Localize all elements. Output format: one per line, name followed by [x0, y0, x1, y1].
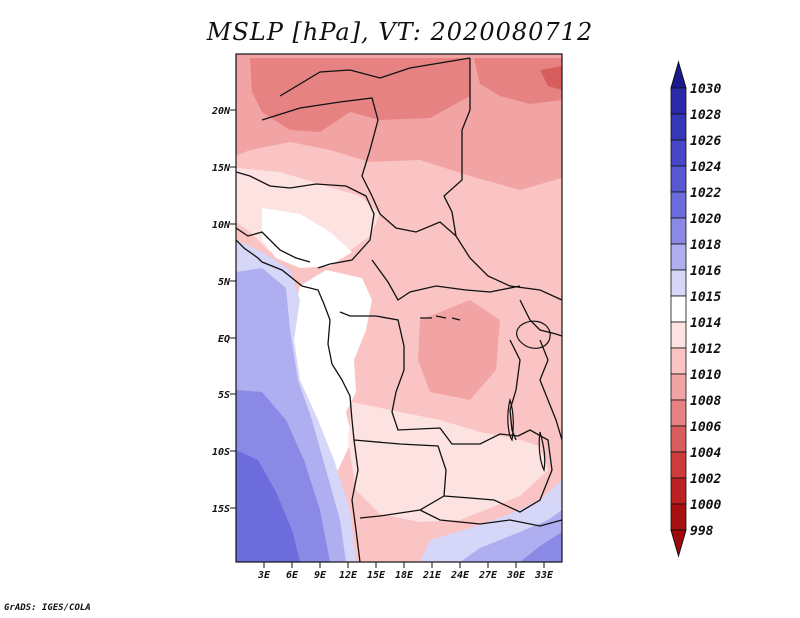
lon-label: 27E [478, 570, 498, 581]
lon-label: 18E [395, 570, 414, 581]
coastline-gulf [236, 239, 263, 263]
colorbar-label: 1030 [690, 82, 721, 97]
lake-tanganyika [507, 397, 514, 442]
border-zambia-zimbabwe [443, 429, 553, 513]
colorbar-segment [670, 321, 687, 349]
lon-axis: 3E 6E 9E 12E 15E 18E 21E 24E 27E 30E 33E [257, 562, 554, 581]
colorbar-segment [670, 139, 687, 167]
colorbar: 1030 1028 1026 1024 1022 1020 1018 1016 1015 1014… [670, 60, 721, 558]
field-1020-ocean [236, 450, 300, 562]
colorbar-label: 1015 [690, 290, 721, 305]
colorbar-label: 1004 [690, 446, 721, 461]
colorbar-segment [670, 165, 687, 193]
field-1006-northeast [474, 58, 562, 104]
lon-label: 21E [422, 570, 442, 581]
lat-label: 10N [212, 220, 231, 231]
lat-label: 20N [211, 106, 231, 117]
colorbar-bottom-arrow [670, 529, 687, 558]
colorbar-label: 1018 [690, 238, 721, 253]
river-congo [420, 315, 461, 321]
lon-label: 3E [257, 570, 271, 581]
grads-credit: GrADS: IGES/COLA [4, 603, 91, 613]
field-1004-northeast [540, 66, 562, 90]
border-angola [353, 439, 447, 519]
border-southern [419, 509, 562, 527]
lon-label: 6E [286, 570, 299, 581]
colorbar-label: 1000 [690, 498, 721, 513]
colorbar-label: 1012 [690, 342, 721, 357]
colorbar-segment [670, 243, 687, 271]
lon-label: 24E [450, 570, 470, 581]
field-1014-gulf-coast [262, 208, 352, 268]
map-frame [235, 53, 563, 563]
colorbar-segment [670, 269, 687, 297]
border-congo-drc [339, 311, 519, 445]
colorbar-segment [670, 113, 687, 141]
coastline-atlantic [261, 261, 361, 562]
lake-victoria [516, 320, 551, 349]
map-title: MSLP [hPa], VT: 2020080712 [206, 18, 594, 46]
border-west-africa [236, 171, 375, 269]
colorbar-label: 1022 [690, 186, 721, 201]
country-borders [236, 57, 562, 562]
colorbar-label: 1010 [690, 368, 721, 383]
lon-label: 12E [339, 570, 358, 581]
colorbar-label: 1020 [690, 212, 721, 227]
colorbar-top-arrow [670, 60, 687, 89]
colorbar-segment [670, 503, 687, 531]
lat-label: EQ [218, 334, 230, 345]
border-car-drc [371, 259, 521, 301]
lat-axis: 20N 15N 10N 5N EQ 5S 10S 15S [211, 106, 236, 515]
colorbar-label: 1026 [690, 134, 721, 149]
border-chad-car [371, 195, 457, 237]
colorbar-label: 1006 [690, 420, 721, 435]
field-1008-congo [418, 300, 500, 400]
lon-label: 15E [367, 570, 386, 581]
lon-label: 30E [506, 570, 526, 581]
colorbar-segment [670, 425, 687, 453]
border-niger-chad [261, 97, 379, 197]
lon-label: 9E [314, 570, 327, 581]
border-east-africa [519, 299, 562, 337]
colorbar-segment [670, 451, 687, 479]
border-tanzania [539, 339, 562, 441]
colorbar-segment [670, 477, 687, 505]
border-algeria-niger [279, 57, 471, 97]
colorbar-segment [670, 217, 687, 245]
pressure-field [236, 54, 562, 562]
colorbar-segment [670, 399, 687, 427]
lat-label: 15N [212, 163, 231, 174]
lat-label: 5N [218, 277, 231, 288]
lat-label: 5S [218, 390, 230, 401]
colorbar-label: 1002 [690, 472, 721, 487]
colorbar-label: 1028 [690, 108, 721, 123]
border-nigeria-coast [236, 227, 311, 263]
colorbar-segment [670, 295, 687, 323]
lakes [420, 315, 551, 472]
lake-malawi [538, 431, 546, 472]
field-1018-southeast [520, 532, 562, 562]
colorbar-label: 1016 [690, 264, 721, 279]
colorbar-label: 1024 [690, 160, 721, 175]
colorbar-label: 998 [690, 524, 714, 539]
colorbar-segment [670, 87, 687, 115]
colorbar-label: 1014 [690, 316, 721, 331]
lat-label: 15S [212, 504, 230, 515]
field-1006-sahara [250, 58, 470, 132]
colorbar-segment [670, 373, 687, 401]
field-1008-sudan [490, 104, 562, 168]
field-1012-south [348, 402, 548, 522]
lon-label: 33E [534, 570, 554, 581]
colorbar-label: 1008 [690, 394, 721, 409]
colorbar-segment [670, 347, 687, 375]
lat-label: 10S [212, 447, 230, 458]
colorbar-segment [670, 191, 687, 219]
